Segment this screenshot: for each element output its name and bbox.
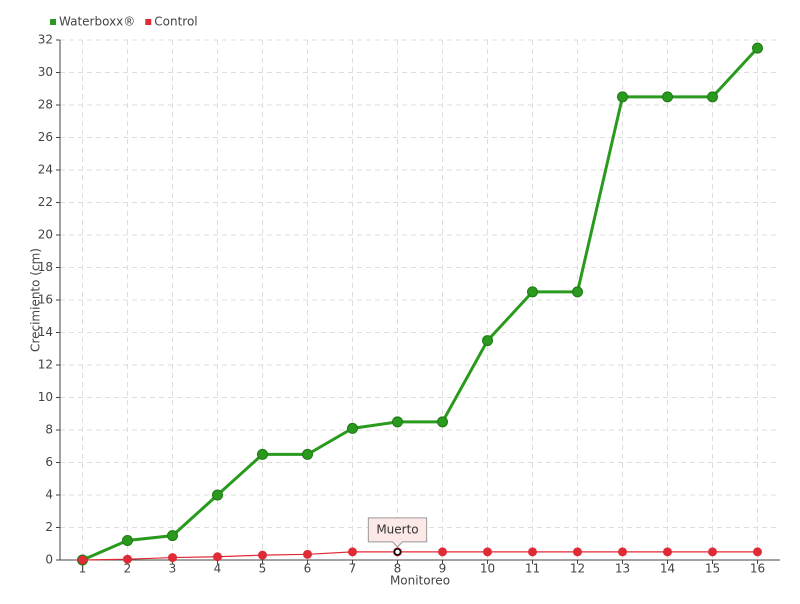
series-line — [81, 47, 759, 562]
data-point — [78, 555, 87, 565]
data-point — [707, 91, 718, 103]
data-point — [167, 530, 178, 542]
y-tick-label: 8 — [45, 423, 53, 437]
annotation: Muerto — [376, 522, 418, 536]
y-tick-label: 20 — [38, 228, 53, 242]
y-tick-label: 10 — [38, 390, 53, 404]
y-tick-label: 24 — [38, 163, 53, 177]
data-point — [303, 549, 312, 559]
legend-label: Waterboxx® — [59, 15, 135, 29]
x-tick-label: 15 — [705, 562, 720, 576]
legend-swatch — [50, 19, 56, 25]
data-point — [437, 416, 448, 428]
y-tick-label: 28 — [38, 98, 53, 112]
x-tick-label: 7 — [349, 562, 357, 576]
data-point — [527, 286, 538, 298]
y-tick-label: 2 — [45, 520, 53, 534]
data-point — [482, 335, 493, 347]
data-point — [617, 91, 628, 103]
data-point — [168, 553, 177, 563]
x-tick-label: 16 — [750, 562, 765, 576]
x-tick-label: 8 — [394, 562, 402, 576]
x-tick-label: 9 — [439, 562, 447, 576]
data-point — [213, 552, 222, 562]
data-point — [438, 547, 447, 557]
data-point — [348, 547, 357, 557]
y-tick-label: 18 — [38, 260, 53, 274]
x-tick-label: 11 — [525, 562, 540, 576]
data-point — [257, 448, 268, 460]
data-point — [528, 547, 537, 557]
x-tick-label: 14 — [660, 562, 675, 576]
y-tick-label: 4 — [45, 488, 53, 502]
data-point — [752, 42, 763, 54]
x-tick-label: 13 — [615, 562, 630, 576]
series-line — [82, 551, 758, 561]
data-point — [663, 547, 672, 557]
data-point — [483, 547, 492, 557]
data-point — [573, 547, 582, 557]
data-point — [302, 448, 313, 460]
data-point — [123, 554, 132, 564]
data-point — [618, 547, 627, 557]
data-point — [258, 550, 267, 560]
y-tick-label: 12 — [38, 358, 53, 372]
data-point — [212, 489, 223, 501]
y-tick-label: 0 — [45, 553, 53, 567]
data-point — [392, 416, 403, 428]
y-tick-label: 32 — [38, 33, 53, 47]
x-tick-label: 1 — [79, 562, 87, 576]
data-point — [572, 286, 583, 298]
data-point — [347, 422, 358, 434]
x-tick-label: 6 — [304, 562, 312, 576]
highlight-point — [393, 548, 402, 556]
y-tick-label: 16 — [38, 293, 53, 307]
y-tick-label: 30 — [38, 65, 53, 79]
x-tick-label: 10 — [480, 562, 495, 576]
x-tick-label: 3 — [169, 562, 177, 576]
y-tick-label: 14 — [38, 325, 53, 339]
legend-label: Control — [154, 15, 197, 29]
y-tick-label: 26 — [38, 130, 53, 144]
x-tick-label: 12 — [570, 562, 585, 576]
data-point — [662, 91, 673, 103]
annotation-box — [367, 517, 428, 548]
legend-swatch — [145, 19, 152, 25]
x-tick-label: 4 — [214, 562, 222, 576]
y-tick-label: 22 — [38, 195, 53, 209]
x-tick-label: 2 — [124, 562, 132, 576]
x-tick-label: 5 — [259, 562, 267, 576]
data-point — [708, 547, 717, 557]
y-axis-label: Crecimiento (cm) — [29, 248, 43, 352]
x-axis-label: Monitoreo — [390, 574, 450, 588]
data-point — [122, 535, 133, 546]
data-point — [753, 547, 762, 557]
y-tick-label: 6 — [45, 455, 53, 469]
